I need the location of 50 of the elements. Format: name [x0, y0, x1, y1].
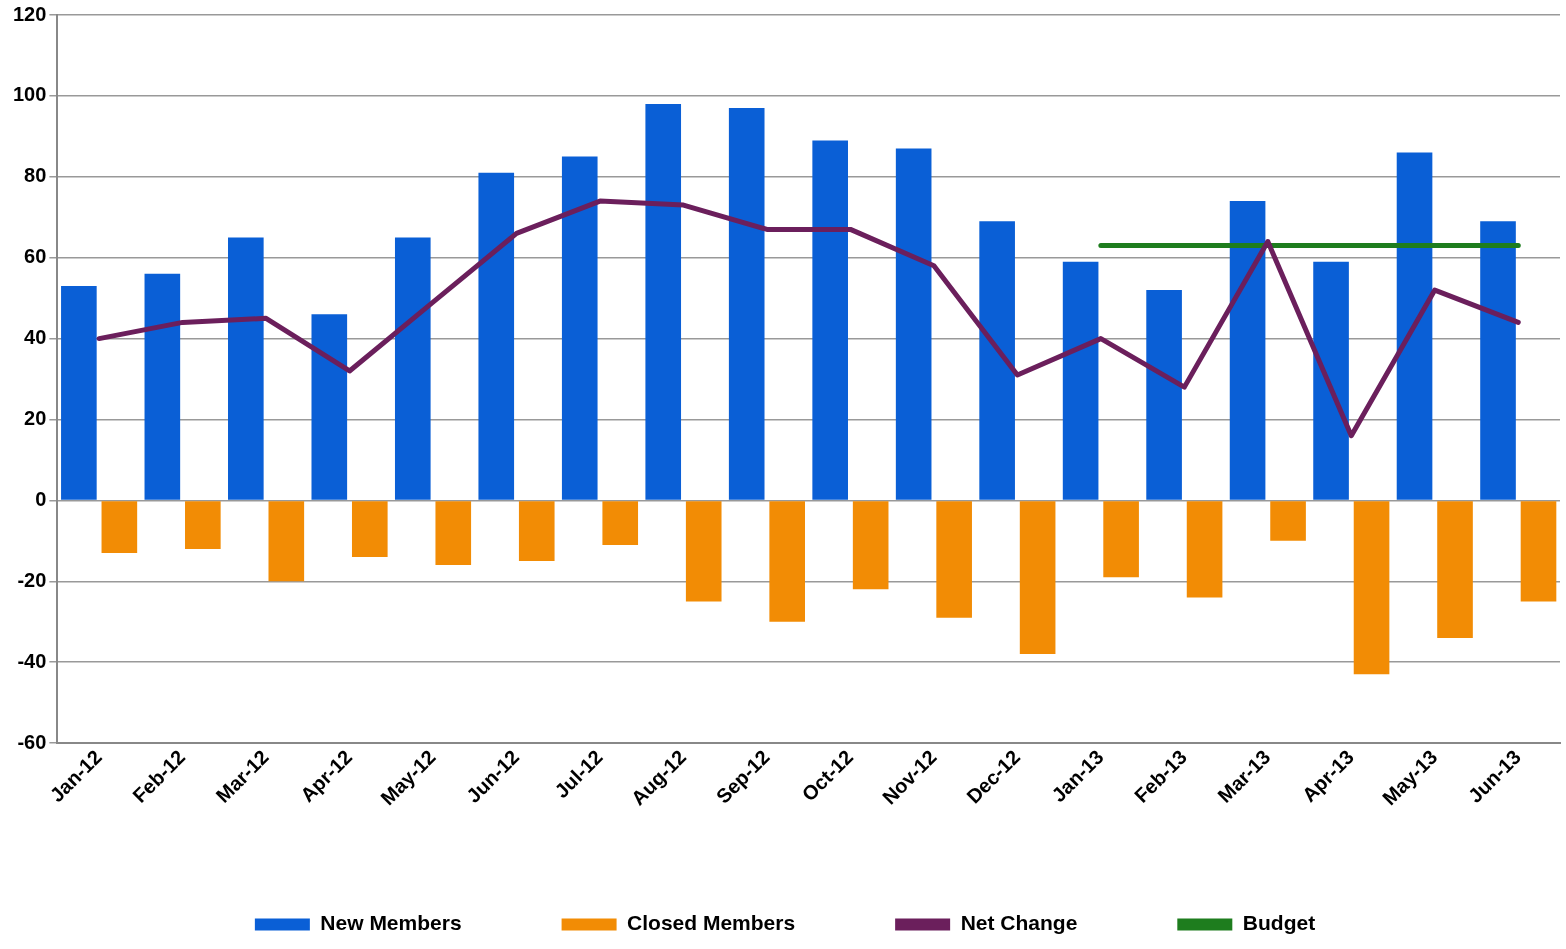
bar: [518, 501, 555, 562]
bar: [1229, 201, 1266, 500]
bar: [769, 501, 805, 622]
bar: [1520, 501, 1557, 602]
legend-label: Closed Members: [627, 911, 796, 935]
bar: [1270, 501, 1306, 541]
bar: [645, 103, 682, 500]
bar: [228, 237, 264, 500]
y-tick-label: 40: [24, 326, 47, 349]
y-tick-label: 100: [12, 83, 47, 106]
y-tick-label: 80: [24, 164, 47, 187]
bar: [1186, 501, 1223, 598]
bar: [1146, 290, 1182, 500]
bar: [311, 314, 348, 500]
bar: [936, 501, 972, 618]
legend-label: New Members: [320, 911, 462, 935]
bar: [1103, 501, 1139, 578]
y-tick-label: -20: [17, 568, 47, 591]
bar: [895, 148, 932, 500]
bar: [1480, 221, 1516, 500]
bar: [61, 286, 97, 500]
bar: [1396, 152, 1433, 500]
legend-label: Budget: [1242, 911, 1316, 935]
bar: [852, 501, 889, 590]
y-tick-label: 60: [24, 245, 47, 268]
y-tick-label: -40: [17, 649, 47, 672]
bar: [268, 501, 305, 582]
bar: [561, 156, 598, 500]
bar: [979, 221, 1015, 500]
bar: [101, 501, 138, 553]
bar: [435, 501, 472, 566]
bar: [394, 237, 431, 500]
bar: [1313, 261, 1349, 500]
bar: [144, 273, 181, 500]
bar: [1019, 501, 1056, 655]
bar: [478, 172, 515, 500]
y-tick-label: 120: [12, 2, 47, 25]
bar: [812, 140, 848, 500]
bar: [185, 501, 221, 549]
y-tick-label: 20: [24, 407, 47, 429]
y-tick-label: 0: [35, 487, 47, 510]
bar: [1437, 501, 1473, 638]
bar: [602, 501, 639, 545]
y-tick-label: -60: [17, 730, 47, 753]
bar: [1062, 261, 1099, 500]
bar: [728, 108, 765, 500]
bar: [351, 501, 388, 558]
bar: [685, 501, 722, 602]
bar: [1353, 501, 1390, 675]
legend-label: Net Change: [960, 911, 1078, 935]
